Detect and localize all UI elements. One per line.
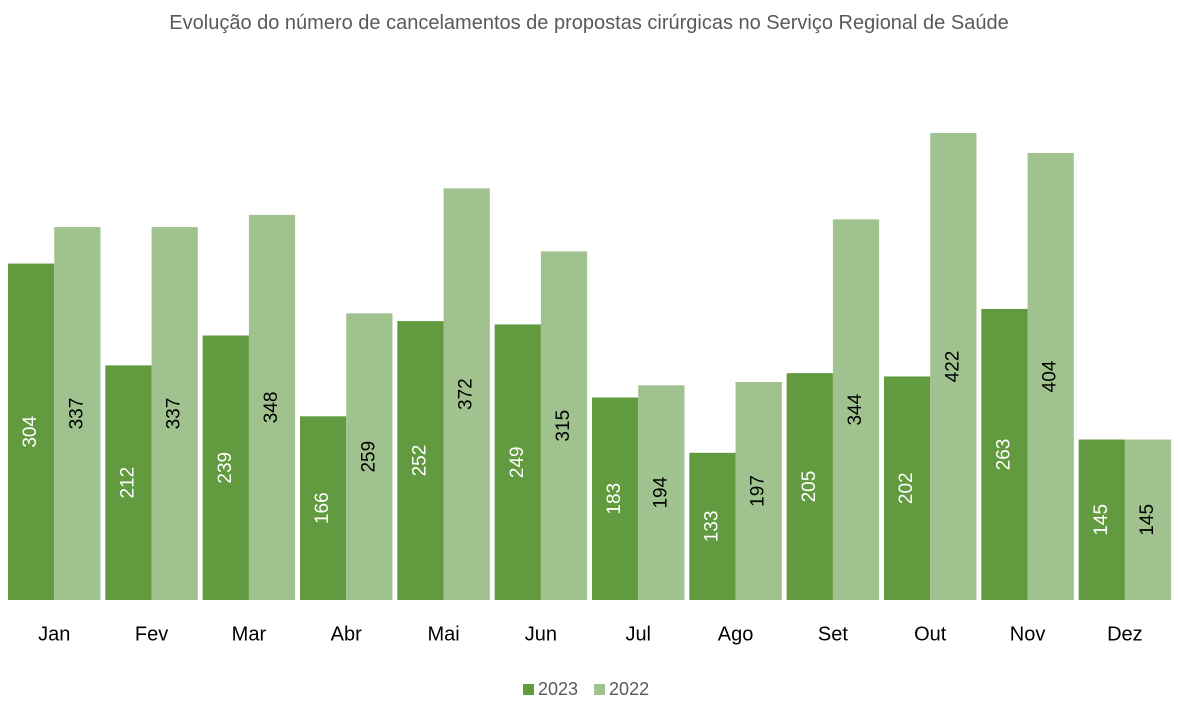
bar [494,324,541,600]
bar [443,188,490,600]
x-tick-label: Out [914,623,947,645]
bar [54,227,101,601]
data-label: 145 [1137,504,1158,536]
bar [1078,439,1125,600]
x-tick-label: Dez [1107,623,1143,645]
data-label: 348 [261,392,282,424]
bar [689,452,736,600]
legend-swatch [594,684,606,695]
data-label: 422 [942,351,963,383]
data-label: 337 [66,398,87,430]
legend-label: 2022 [609,679,649,699]
data-label: 252 [409,445,430,477]
data-label: 259 [358,441,379,473]
data-label: 315 [553,410,574,442]
bar [540,251,588,600]
data-label: 337 [164,398,185,430]
bar [1124,439,1172,600]
bar [202,335,249,600]
data-label: 372 [456,378,477,410]
x-tick-label: Nov [1010,623,1046,645]
bar [346,313,393,600]
x-tick-label: Jul [625,623,651,645]
bar [786,373,833,600]
data-label: 263 [993,439,1014,471]
bar [930,133,977,600]
x-tick-label: Fev [135,623,168,645]
bar [151,227,198,601]
data-label: 202 [896,472,917,504]
data-label: 166 [312,492,333,524]
bar [248,214,296,600]
bar [735,381,782,600]
x-tick-label: Jun [525,623,557,645]
data-label: 145 [1091,504,1112,536]
data-label: 344 [845,393,866,425]
bar [397,321,444,600]
legend-label: 2023 [538,679,578,699]
x-tick-label: Ago [718,623,754,645]
x-tick-label: Abr [331,623,362,645]
data-label: 205 [799,471,820,503]
x-tick-label: Set [818,623,848,645]
data-label: 194 [650,476,671,508]
bar [105,365,152,600]
bar [8,263,55,600]
bar [592,397,639,600]
data-label: 212 [117,467,138,499]
legend-swatch [523,684,534,695]
chart-title: Evolução do número de cancelamentos de p… [169,12,1009,34]
x-tick-label: Mai [427,623,459,645]
bar [832,219,880,600]
data-label: 239 [215,452,236,484]
data-label: 304 [20,416,41,448]
data-label: 404 [1040,360,1061,392]
bar [981,308,1028,600]
bar [884,376,931,600]
data-label: 249 [507,446,528,478]
bar [1027,152,1074,600]
bar [638,385,685,600]
bar [300,416,347,600]
x-tick-label: Jan [38,623,70,645]
data-label: 133 [701,511,722,543]
data-label: 183 [604,483,625,515]
x-tick-label: Mar [232,623,267,645]
data-label: 197 [748,475,769,507]
